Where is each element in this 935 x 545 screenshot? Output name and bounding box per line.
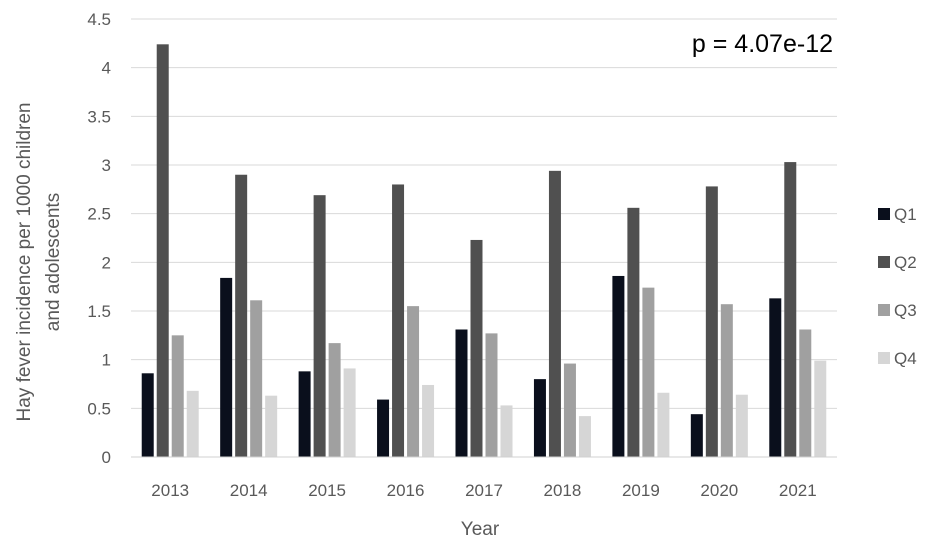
legend-swatch-q2 <box>878 256 890 268</box>
gridlines <box>131 18 837 409</box>
y-axis-title-line-1: Hay fever incidence per 1000 children <box>14 103 35 422</box>
bar-q4-2013 <box>186 390 199 457</box>
bar-q2-2021 <box>784 162 797 457</box>
x-tick-label: 2013 <box>151 481 189 500</box>
bar-q2-2018 <box>548 170 561 457</box>
bar-q2-2020 <box>705 186 718 457</box>
x-tick-label: 2017 <box>465 481 503 500</box>
bar-q3-2019 <box>642 287 655 457</box>
bar-q2-2019 <box>627 207 640 457</box>
x-tick-label: 2018 <box>544 481 582 500</box>
bar-q1-2017 <box>455 329 468 457</box>
bar-q4-2018 <box>578 416 591 457</box>
x-axis-title: Year <box>461 519 500 540</box>
legend-label-q4: Q4 <box>894 349 917 368</box>
bar-q4-2014 <box>265 395 278 457</box>
y-tick-label: 1.5 <box>87 302 111 321</box>
legend-swatch-q1 <box>878 208 890 220</box>
bar-q2-2017 <box>470 239 483 457</box>
y-tick-label: 0 <box>102 448 111 467</box>
x-tick-label: 2014 <box>230 481 268 500</box>
legend-swatch-q4 <box>878 352 890 364</box>
bar-q4-2016 <box>422 384 435 457</box>
bar-q3-2015 <box>328 343 341 457</box>
bar-q2-2014 <box>235 174 248 457</box>
legend-swatch-q3 <box>878 304 890 316</box>
bar-q3-2014 <box>250 300 263 457</box>
bar-q1-2013 <box>141 373 154 457</box>
legend: Q1 Q2 Q3 Q4 <box>878 205 917 368</box>
bar-q4-2015 <box>343 368 356 457</box>
y-axis-title-line-2: and adolescents <box>43 193 64 331</box>
y-tick-label: 3.5 <box>87 107 111 126</box>
y-tick-label: 2.5 <box>87 205 111 224</box>
bar-q1-2018 <box>533 379 546 457</box>
bar-q1-2019 <box>612 275 625 457</box>
y-tick-label: 4.5 <box>87 10 111 29</box>
bar-q4-2021 <box>814 360 827 457</box>
y-tick-label: 0.5 <box>87 399 111 418</box>
bar-q2-2015 <box>313 195 326 457</box>
bar-q4-2019 <box>657 392 670 457</box>
legend-label-q1: Q1 <box>894 205 917 224</box>
bar-q2-2016 <box>392 184 405 457</box>
bar-q3-2020 <box>720 304 733 457</box>
x-tick-label: 2015 <box>308 481 346 500</box>
p-value-annotation: p = 4.07e-12 <box>692 30 833 58</box>
legend-label-q3: Q3 <box>894 301 917 320</box>
x-tick-label: 2016 <box>387 481 425 500</box>
y-tick-label: 4 <box>102 59 111 78</box>
x-tick-label: 2019 <box>622 481 660 500</box>
y-tick-label: 2 <box>102 253 111 272</box>
bar-q3-2017 <box>485 333 498 457</box>
bar-q1-2016 <box>377 399 390 457</box>
y-tick-label: 3 <box>102 156 111 175</box>
y-axis-ticks: 0 0.5 1 1.5 2 2.5 3 3.5 4 4.5 <box>87 10 111 467</box>
y-axis-title: Hay fever incidence per 1000 children an… <box>14 103 64 422</box>
bar-q2-2013 <box>156 44 169 457</box>
bar-q1-2021 <box>769 298 782 457</box>
legend-label-q2: Q2 <box>894 253 917 272</box>
bars <box>141 44 827 457</box>
bar-q4-2020 <box>735 394 748 457</box>
y-tick-label: 1 <box>102 351 111 370</box>
bar-q1-2015 <box>298 371 311 457</box>
bar-q4-2017 <box>500 405 513 457</box>
x-tick-label: 2020 <box>700 481 738 500</box>
x-axis-ticks: 2013 2014 2015 2016 2017 2018 2019 2020 2021 <box>151 481 816 500</box>
bar-q3-2018 <box>563 363 576 457</box>
bar-q1-2014 <box>220 277 233 457</box>
bar-q3-2021 <box>799 329 812 457</box>
bar-q1-2020 <box>690 414 703 457</box>
bar-q3-2016 <box>407 306 420 457</box>
x-tick-label: 2021 <box>779 481 817 500</box>
bar-q3-2013 <box>171 335 184 457</box>
